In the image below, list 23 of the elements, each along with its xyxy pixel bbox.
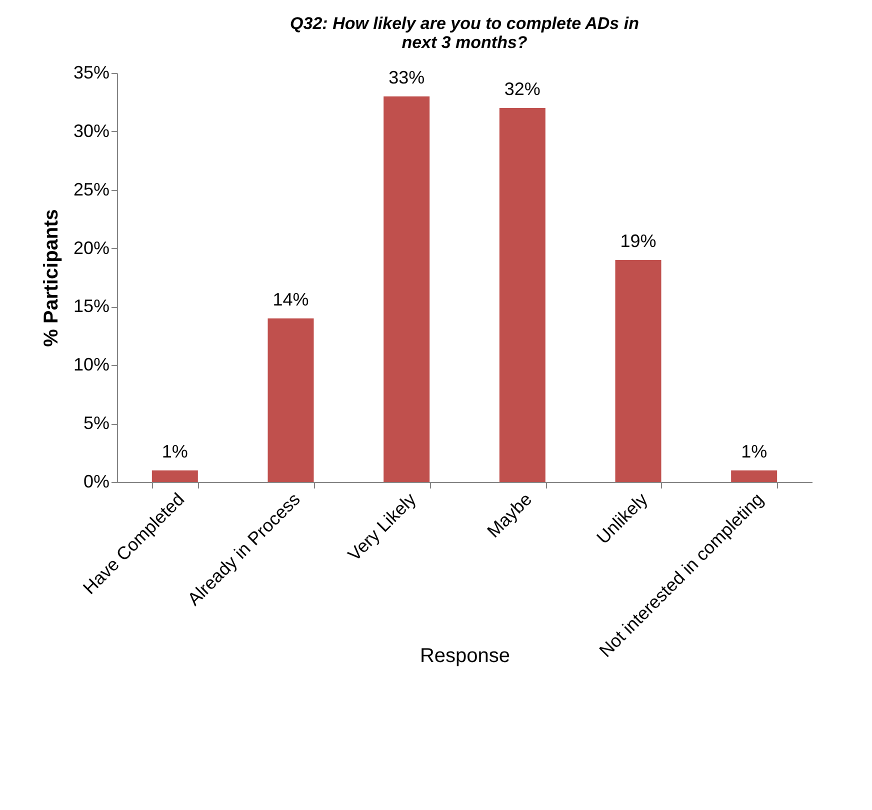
data-label: 33%: [388, 67, 425, 88]
bar: [384, 96, 430, 482]
x-axis-title: Response: [420, 644, 510, 667]
data-label: 1%: [741, 441, 768, 462]
y-tick-label: 0%: [83, 472, 110, 492]
bar: [152, 470, 198, 482]
data-label: 1%: [162, 441, 188, 462]
y-tick-label: 35%: [73, 62, 110, 82]
data-label: 14%: [272, 289, 309, 310]
y-tick-label: 25%: [73, 179, 110, 200]
y-axis-title: % Participants: [40, 209, 62, 347]
bar: [268, 318, 314, 482]
bar: [731, 470, 778, 482]
data-label: 19%: [620, 230, 656, 251]
y-tick-label: 20%: [73, 238, 110, 258]
bar: [499, 108, 546, 482]
y-tick-label: 30%: [73, 120, 110, 141]
data-label: 32%: [504, 79, 540, 100]
y-tick-label: 15%: [73, 296, 110, 316]
chart-title: Q32: How likely are you to complete ADs in next 3 months?: [290, 14, 639, 52]
y-tick-label: 5%: [83, 413, 110, 434]
y-tick-label: 10%: [73, 354, 110, 375]
bar: [615, 260, 662, 482]
